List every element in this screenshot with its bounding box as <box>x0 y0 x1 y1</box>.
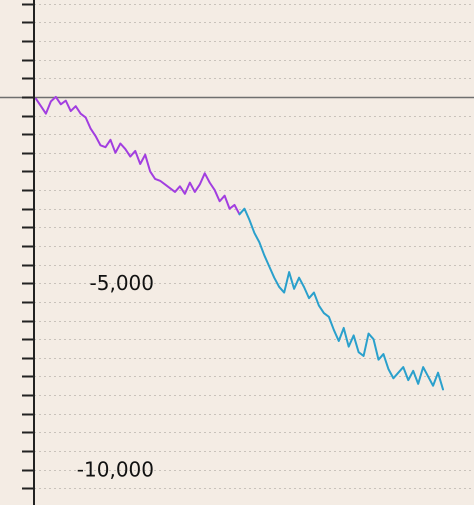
gridlines <box>34 4 474 489</box>
y-tick-label: -10,000 <box>77 458 154 482</box>
series-lines <box>35 95 444 391</box>
y-axis-tick-labels: -10,000 -5,000 <box>77 271 154 481</box>
series-line <box>35 95 241 216</box>
y-tick-label: -5,000 <box>90 271 154 295</box>
series-line <box>238 207 444 391</box>
y-axis-ticks <box>22 3 34 490</box>
